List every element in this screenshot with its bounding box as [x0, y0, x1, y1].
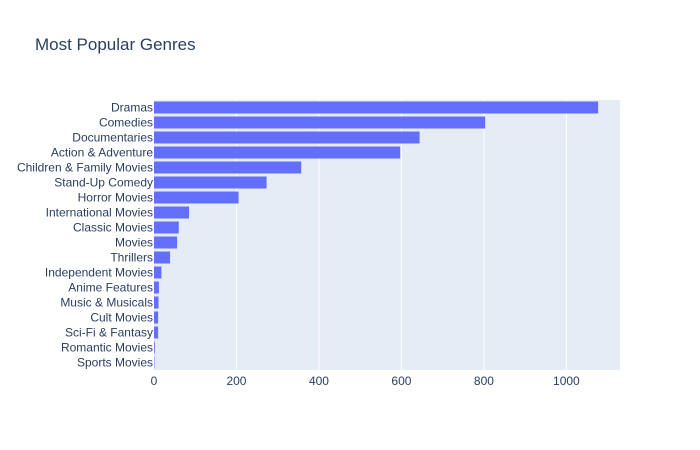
x-tick-label: 200 [226, 374, 246, 388]
y-tick-label: Horror Movies [78, 191, 153, 205]
bar[interactable] [154, 236, 178, 249]
x-tick-label: 400 [309, 374, 329, 388]
bar[interactable] [154, 311, 159, 324]
bar[interactable] [154, 101, 599, 114]
chart-title: Most Popular Genres [35, 35, 196, 54]
grid-lines [235, 100, 567, 370]
bar[interactable] [154, 281, 159, 294]
y-tick-label: Classic Movies [73, 221, 153, 235]
bar[interactable] [154, 326, 159, 339]
bar[interactable] [154, 176, 267, 189]
bars [154, 101, 599, 369]
x-tick-label: 1000 [553, 374, 580, 388]
y-tick-label: Independent Movies [45, 266, 153, 280]
x-tick-label: 0 [151, 374, 158, 388]
y-tick-label: Movies [115, 236, 153, 250]
y-tick-label: Stand-Up Comedy [54, 176, 153, 190]
bar[interactable] [154, 221, 179, 234]
bar[interactable] [154, 131, 420, 144]
bar[interactable] [154, 296, 159, 309]
y-tick-label: Dramas [111, 101, 153, 115]
y-tick-label: Sports Movies [77, 356, 153, 370]
y-tick-label: Sci-Fi & Fantasy [65, 326, 153, 340]
x-tick-labels: 0 200 400 600 800 1000 [151, 374, 580, 388]
y-tick-label: Documentaries [72, 131, 153, 145]
y-tick-label: International Movies [46, 206, 153, 220]
bar[interactable] [154, 206, 190, 219]
bar[interactable] [154, 251, 171, 264]
bar[interactable] [154, 341, 155, 354]
y-tick-label: Comedies [99, 116, 153, 130]
y-tick-label: Music & Musicals [60, 296, 153, 310]
y-tick-label: Children & Family Movies [17, 161, 153, 175]
y-tick-label: Action & Adventure [51, 146, 153, 160]
bar[interactable] [154, 161, 302, 174]
y-tick-label: Romantic Movies [61, 341, 153, 355]
bar[interactable] [154, 116, 486, 129]
plot-background [154, 100, 620, 370]
y-tick-label: Thrillers [110, 251, 153, 265]
bar[interactable] [154, 266, 162, 279]
bar[interactable] [154, 191, 239, 204]
y-tick-label: Cult Movies [90, 311, 153, 325]
y-tick-label: Anime Features [68, 281, 153, 295]
bar[interactable] [154, 146, 401, 159]
x-tick-label: 600 [391, 374, 411, 388]
x-tick-label: 800 [474, 374, 494, 388]
